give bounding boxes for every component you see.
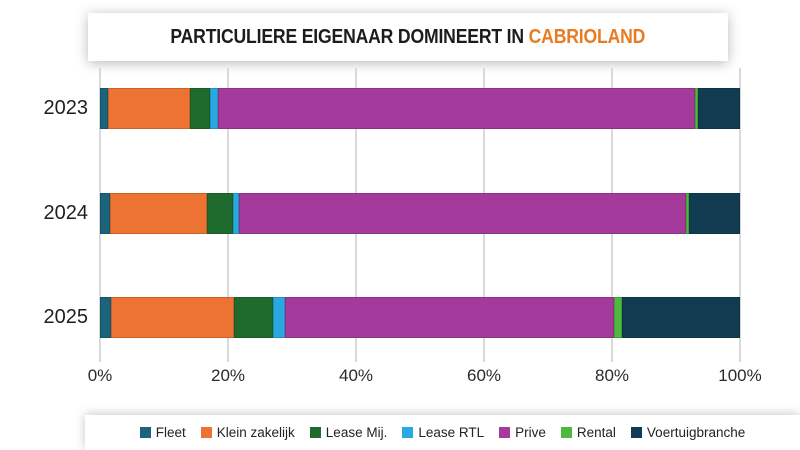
bar-row-2023: [100, 88, 740, 129]
gridline: [739, 68, 741, 362]
legend-card: Fleet Klein zakelijk Lease Mij. Lease RTL Pr…: [85, 415, 800, 450]
x-tick-label: 60%: [466, 366, 502, 385]
page-title: PARTICULIERE EIGENAAR DOMINEERT IN CABRI…: [171, 26, 646, 49]
bar-segment-voertuigbranche: [621, 297, 740, 338]
legend-label: Prive: [515, 425, 546, 440]
x-tick-label: 20%: [210, 366, 246, 385]
y-tick-label: 2025: [43, 306, 89, 328]
legend: Fleet Klein zakelijk Lease Mij. Lease RTL Pr…: [139, 425, 746, 440]
x-tick-label: 0%: [87, 366, 113, 385]
x-tick-label: 80%: [594, 366, 630, 385]
plot-area: [99, 68, 741, 362]
bar-row-2025: [100, 297, 740, 338]
y-tick-label: 2023: [43, 97, 89, 119]
legend-label: Klein zakelijk: [216, 425, 295, 440]
bar-segment-klein-zakelijk: [108, 88, 191, 129]
bar-segment-klein-zakelijk: [109, 193, 207, 234]
legend-item: Lease RTL: [402, 425, 484, 440]
bar-segment-lease-mij: [190, 88, 211, 129]
bar-segment-lease-rtl: [273, 297, 285, 338]
legend-swatch-icon: [139, 427, 151, 438]
bar-segment-prive: [218, 88, 695, 129]
y-tick-label: 2024: [43, 202, 89, 224]
bar-segment-lease-mij: [233, 297, 274, 338]
legend-label: Fleet: [155, 425, 186, 440]
x-tick-label: 100%: [718, 366, 762, 385]
page-title-main: PARTICULIERE EIGENAAR DOMINEERT IN: [170, 25, 525, 48]
legend-swatch-icon: [309, 427, 321, 438]
legend-item: Lease Mij.: [309, 425, 388, 440]
page-title-accent: CABRIOLAND: [528, 25, 646, 48]
bar-segment-fleet: [100, 88, 109, 129]
legend-item: Fleet: [139, 425, 186, 440]
legend-item: Klein zakelijk: [200, 425, 295, 440]
legend-label: Voertuigbranche: [646, 425, 746, 440]
bar-segment-prive: [238, 193, 687, 234]
legend-swatch-icon: [499, 427, 511, 438]
bar-segment-lease-mij: [206, 193, 234, 234]
legend-label: Lease Mij.: [325, 425, 388, 440]
bar-segment-rental: [686, 193, 690, 234]
x-tick-label: 40%: [338, 366, 374, 385]
bar-segment-fleet: [100, 193, 110, 234]
legend-swatch-icon: [200, 427, 212, 438]
bar-segment-rental: [694, 88, 698, 129]
legend-label: Lease RTL: [418, 425, 485, 440]
legend-item: Prive: [499, 425, 546, 440]
bar-segment-prive: [284, 297, 614, 338]
legend-item: Voertuigbranche: [630, 425, 746, 440]
title-card: PARTICULIERE EIGENAAR DOMINEERT IN CABRI…: [88, 13, 728, 61]
bar-segment-fleet: [100, 297, 111, 338]
bar-segment-voertuigbranche: [689, 193, 740, 234]
bar-segment-lease-rtl: [233, 193, 239, 234]
legend-item: Rental: [560, 425, 616, 440]
bar-row-2024: [100, 193, 740, 234]
bar-segment-rental: [613, 297, 622, 338]
bar-segment-voertuigbranche: [697, 88, 740, 129]
legend-label: Rental: [576, 425, 616, 440]
bar-segment-klein-zakelijk: [110, 297, 234, 338]
bar-segment-lease-rtl: [210, 88, 219, 129]
legend-swatch-icon: [560, 427, 572, 438]
legend-swatch-icon: [402, 427, 414, 438]
legend-swatch-icon: [630, 427, 642, 438]
